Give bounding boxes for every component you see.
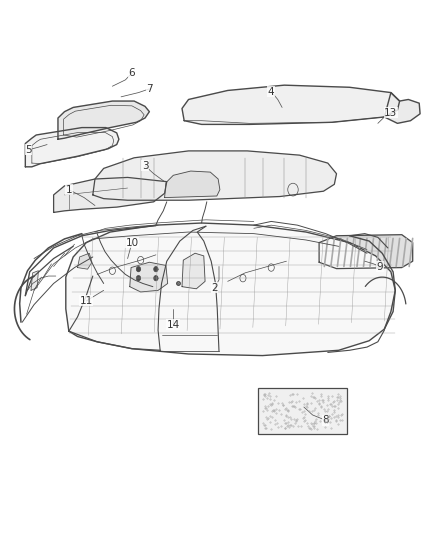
- Text: 4: 4: [268, 86, 275, 96]
- Polygon shape: [182, 85, 399, 124]
- Polygon shape: [58, 101, 149, 139]
- Polygon shape: [78, 253, 92, 269]
- Text: 9: 9: [377, 262, 383, 271]
- Text: 8: 8: [322, 415, 329, 425]
- Polygon shape: [53, 177, 167, 213]
- Text: 3: 3: [142, 161, 148, 171]
- Polygon shape: [165, 171, 220, 198]
- Text: 7: 7: [146, 84, 153, 94]
- Polygon shape: [93, 151, 336, 200]
- Text: 6: 6: [129, 68, 135, 78]
- Bar: [258, 389, 347, 433]
- Text: 2: 2: [212, 282, 218, 293]
- Text: 13: 13: [384, 108, 398, 118]
- Text: 5: 5: [25, 145, 32, 155]
- Polygon shape: [385, 93, 420, 123]
- Polygon shape: [130, 262, 168, 292]
- Polygon shape: [66, 223, 395, 356]
- Polygon shape: [182, 253, 205, 289]
- Circle shape: [136, 266, 141, 272]
- Polygon shape: [319, 235, 413, 269]
- Circle shape: [154, 276, 158, 281]
- Text: 14: 14: [167, 320, 180, 330]
- Text: 10: 10: [125, 238, 138, 248]
- Polygon shape: [31, 271, 39, 290]
- Text: 11: 11: [80, 296, 93, 306]
- Circle shape: [136, 276, 141, 281]
- Polygon shape: [25, 127, 119, 167]
- Text: 1: 1: [66, 184, 72, 195]
- Circle shape: [154, 266, 158, 272]
